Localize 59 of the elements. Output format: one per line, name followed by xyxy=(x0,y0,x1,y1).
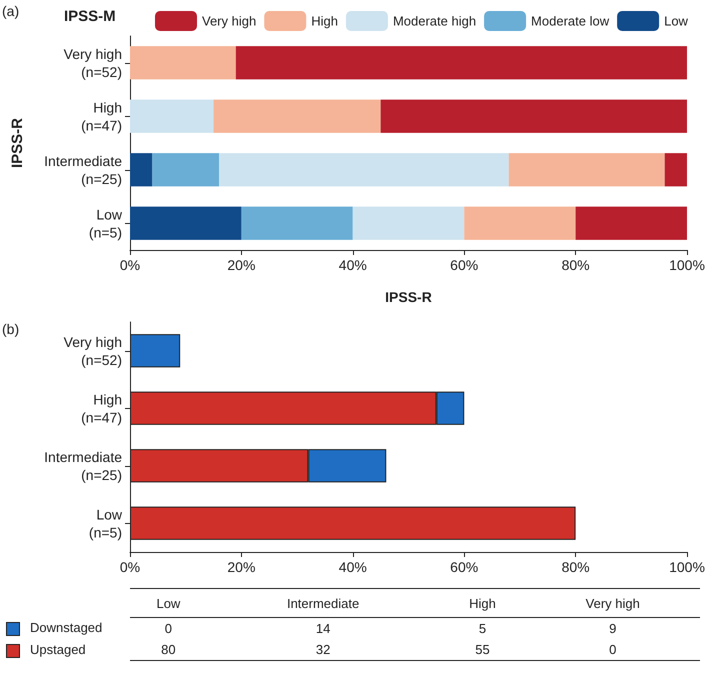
category-label: Low xyxy=(130,588,207,618)
legend-label: High xyxy=(311,14,338,28)
x-tick-label: 20% xyxy=(227,257,256,273)
x-tick-label: 20% xyxy=(227,559,256,575)
data-label: 55 xyxy=(439,639,526,660)
text: (b) xyxy=(2,321,20,337)
y-tick-label: High (n=47) xyxy=(81,391,122,426)
y-tick-label: Very high (n=52) xyxy=(64,334,122,368)
bar xyxy=(214,100,381,133)
x-tick-label: 100% xyxy=(669,257,705,273)
data-label: 32 xyxy=(206,639,440,660)
bar xyxy=(241,206,353,240)
bar xyxy=(576,206,687,240)
y-tick-label: High (n=47) xyxy=(81,99,122,134)
text: (a) xyxy=(2,3,20,19)
y-tick-label: Very high (n=52) xyxy=(64,46,122,80)
bar xyxy=(152,153,220,186)
x-axis-title: IPSS-R xyxy=(385,289,432,305)
legend-label: Moderate low xyxy=(531,14,610,28)
y-tick-label: Low (n=5) xyxy=(88,206,123,240)
category-label: High xyxy=(439,588,526,618)
data-label: 14 xyxy=(314,620,332,638)
legend-label: Very high xyxy=(202,14,256,28)
x-tick-label: 100% xyxy=(669,559,705,575)
x-tick-label: 0% xyxy=(120,257,140,273)
bar xyxy=(236,46,687,80)
data-label: 80 xyxy=(130,639,207,660)
y-tick-label: Low (n=5) xyxy=(88,506,123,540)
legend-label: Downstaged xyxy=(29,619,104,638)
category-label: Intermediate xyxy=(206,588,440,618)
x-tick-label: 40% xyxy=(338,559,367,575)
bar xyxy=(130,46,236,80)
bar xyxy=(130,100,214,133)
bar xyxy=(508,153,665,186)
bar xyxy=(130,206,242,240)
x-tick-label: 60% xyxy=(450,257,478,273)
x-tick-label: 0% xyxy=(120,559,140,575)
bar xyxy=(664,153,687,186)
bar xyxy=(219,153,509,186)
legend-label: Low xyxy=(664,14,689,28)
x-tick-label: 80% xyxy=(562,257,590,273)
legend-label: Moderate high xyxy=(392,14,476,28)
bar xyxy=(352,206,464,240)
legend-label: Upstaged xyxy=(29,640,87,659)
legend-title: IPSS-M xyxy=(64,8,116,25)
data-label: 0 xyxy=(164,620,174,638)
data-label: 0 xyxy=(526,639,700,660)
y-axis-title: IPSS-R xyxy=(9,118,26,168)
data-label: 5 xyxy=(478,620,488,638)
x-tick-label: 80% xyxy=(562,559,590,575)
category-label: Very high xyxy=(526,588,700,618)
bar xyxy=(464,206,576,240)
y-tick-label: Intermediate (n=25) xyxy=(44,152,122,187)
y-tick-label: Intermediate (n=25) xyxy=(44,448,122,483)
x-tick-label: 60% xyxy=(450,559,478,575)
bar xyxy=(380,100,687,133)
bar xyxy=(130,153,152,186)
data-label: 9 xyxy=(608,620,618,638)
x-tick-label: 40% xyxy=(338,257,367,273)
